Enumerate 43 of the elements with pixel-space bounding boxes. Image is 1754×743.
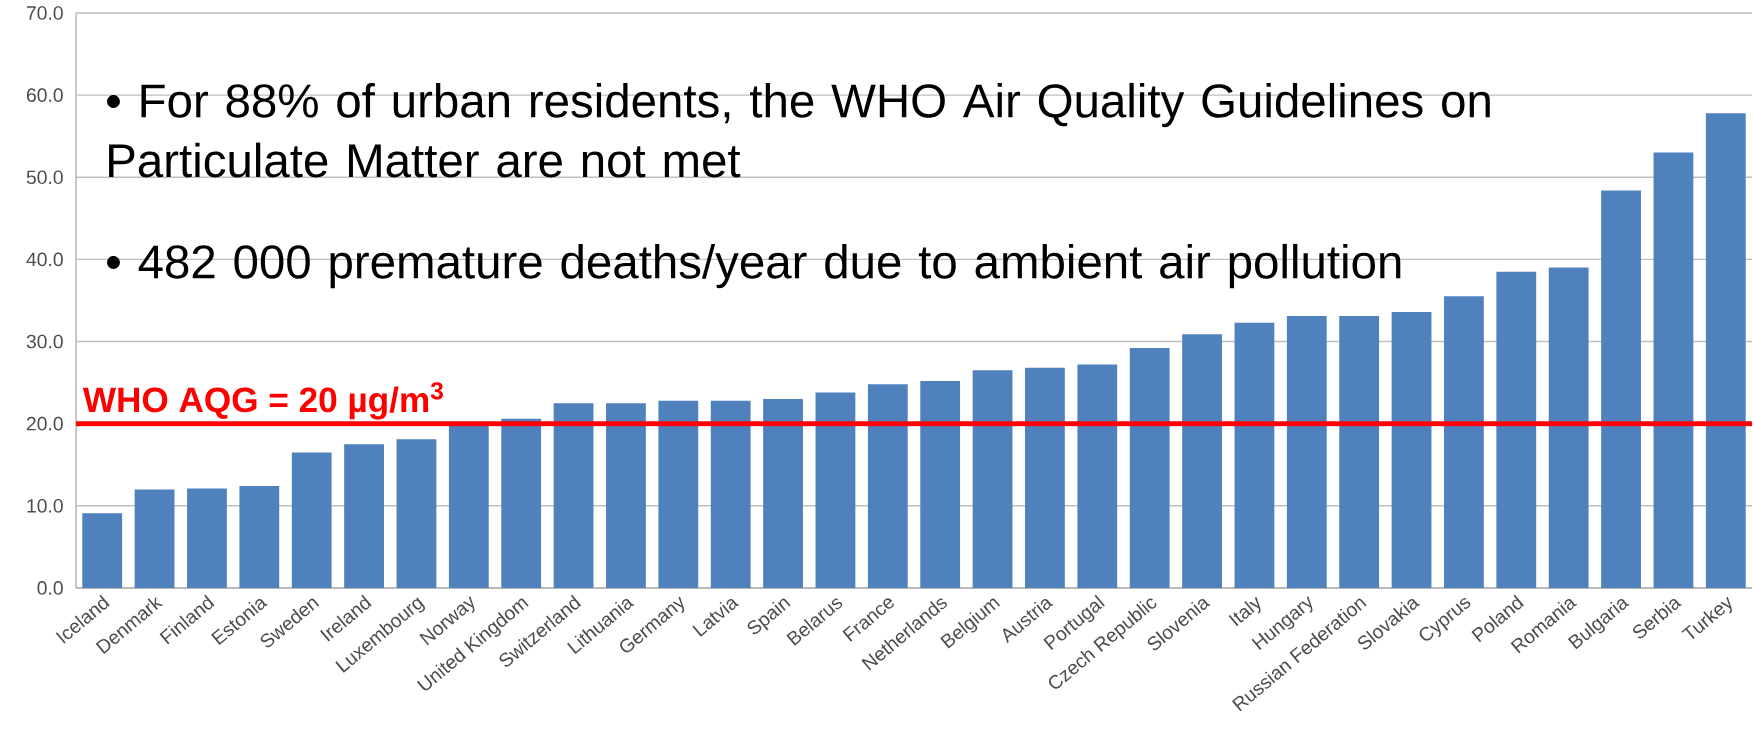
bar xyxy=(1391,312,1432,588)
bar xyxy=(396,439,437,588)
bar xyxy=(763,399,803,588)
y-tick-label: 0.0 xyxy=(37,581,63,595)
bar xyxy=(1601,190,1641,588)
annotation: • For 88% of urban residents, the WHO Air Quality Guidelines on Particulate Matter are not met xyxy=(107,82,1490,178)
bar xyxy=(1234,322,1275,588)
y-tick-label: 60.0 xyxy=(26,88,63,102)
annotation: • 482 000 premature deaths/year due to ambient air pollution xyxy=(107,243,1401,289)
bar xyxy=(815,392,856,588)
bar xyxy=(867,384,908,588)
bar xyxy=(344,444,384,588)
bar xyxy=(1444,296,1484,588)
bar xyxy=(501,418,542,588)
bar xyxy=(134,489,175,588)
ref-line-label: WHO AQG = 20 µg/m$^{3}$ xyxy=(82,382,443,420)
bar xyxy=(1705,113,1746,588)
bar xyxy=(1339,316,1380,588)
bar xyxy=(920,380,961,588)
bar xyxy=(658,400,699,588)
y-tick-label: 30.0 xyxy=(26,334,63,349)
bar xyxy=(448,423,489,588)
bar xyxy=(239,486,280,588)
bar xyxy=(1182,334,1222,588)
bar xyxy=(710,400,751,588)
y-tick-label: 20.0 xyxy=(26,416,63,431)
y-tick-label: 70.0 xyxy=(26,6,63,20)
bar xyxy=(1653,152,1694,588)
bar xyxy=(82,513,123,588)
bar xyxy=(972,370,1013,588)
y-tick-label: 10.0 xyxy=(27,498,63,513)
bar xyxy=(187,488,227,588)
bar xyxy=(1496,271,1537,588)
bar xyxy=(1077,364,1118,588)
y-tick-label: 50.0 xyxy=(26,170,63,185)
y-tick-label: 40.0 xyxy=(26,252,63,267)
bar xyxy=(1548,267,1589,588)
bar xyxy=(291,452,332,588)
bar xyxy=(606,403,646,588)
bar xyxy=(1025,367,1065,588)
bar xyxy=(1286,316,1327,588)
bar xyxy=(1129,348,1170,588)
bar xyxy=(553,403,594,588)
